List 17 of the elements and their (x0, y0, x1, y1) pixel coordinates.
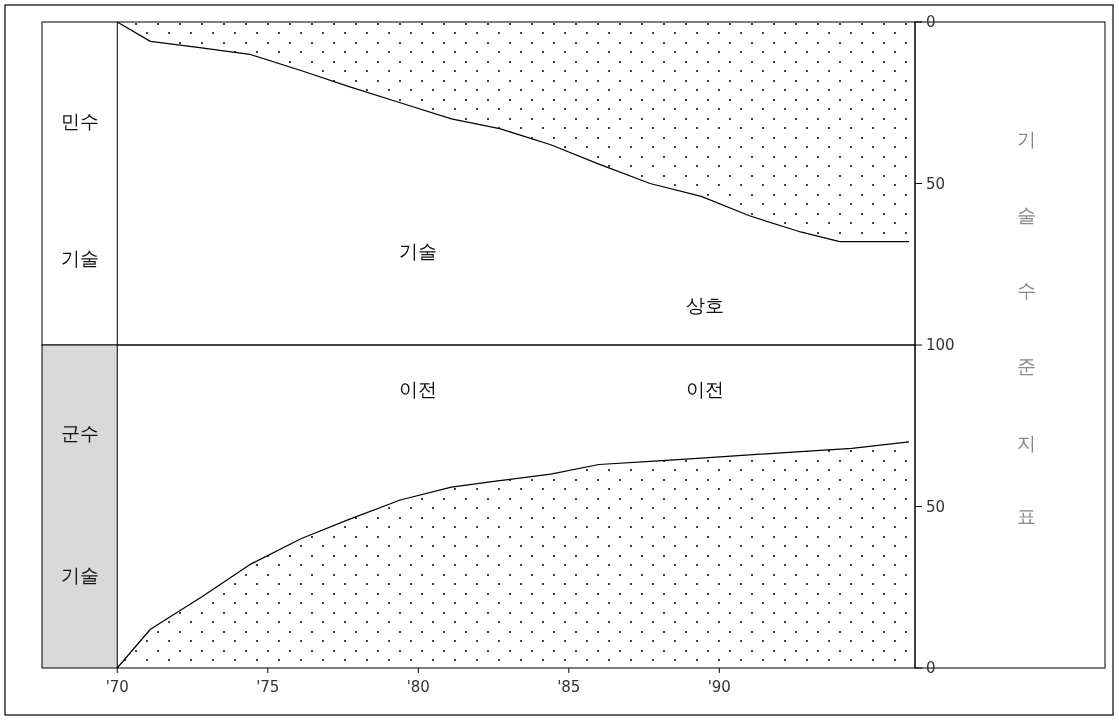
x-tick-label: '70 (105, 678, 129, 696)
x-tick-label: '90 (707, 678, 731, 696)
y-tick-label: 50 (926, 497, 946, 516)
y-axis-title: 기술수준지표 (1017, 117, 1039, 573)
annotation: 군수 (61, 422, 99, 444)
x-tick-label: '85 (557, 678, 581, 696)
annotation: 민수 (61, 110, 99, 132)
annotation: 이전 (399, 378, 437, 400)
annotation: 이전 (686, 378, 724, 400)
annotation: 기술 (399, 240, 437, 262)
annotation: 상호 (686, 294, 724, 316)
y-tick-label: 50 (926, 174, 946, 193)
x-tick-label: '80 (406, 678, 430, 696)
annotation: 기술 (61, 247, 99, 269)
annotation: 기술 (61, 564, 99, 586)
y-tick-label: 100 (926, 336, 955, 354)
x-tick-label: '75 (256, 678, 280, 696)
